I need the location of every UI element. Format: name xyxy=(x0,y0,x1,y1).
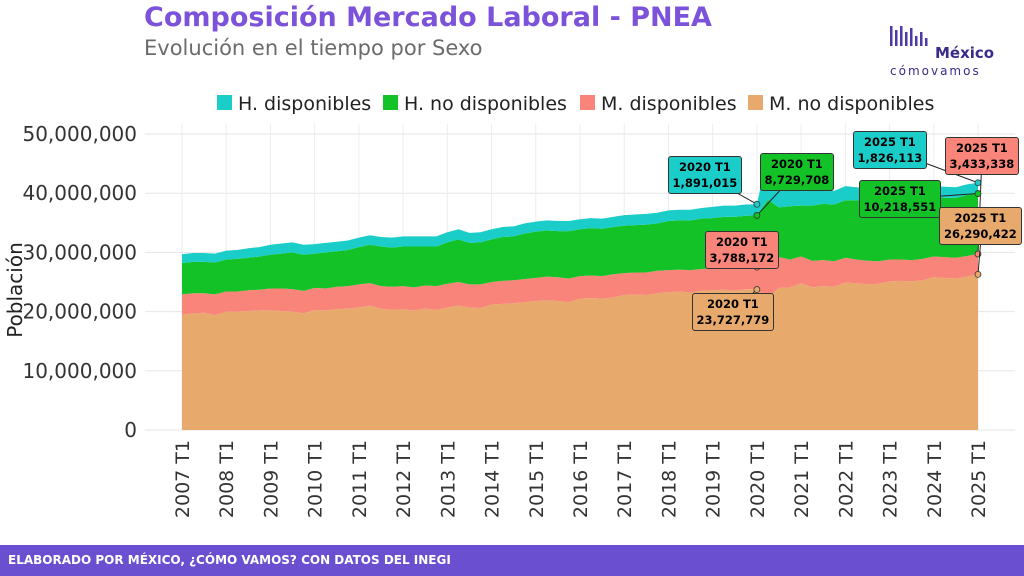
legend-swatch-m-no-disponibles xyxy=(748,95,763,110)
legend-label-h-no-disponibles: H. no disponibles xyxy=(404,93,567,115)
annotation-period: 2025 T1 xyxy=(863,135,916,149)
x-tick-label: 2017 T1 xyxy=(614,440,636,518)
legend-swatch-h-disponibles xyxy=(217,95,232,110)
x-tick-label: 2007 T1 xyxy=(172,440,194,518)
annotation-period: 2025 T1 xyxy=(955,141,1008,155)
annotation-value: 1,891,015 xyxy=(672,176,738,190)
annotation-label-m-no-disponibles-2025-t1: 2025 T1 26,290,422 xyxy=(939,207,1022,245)
annotation-label-h-no-disponibles-2025-t1: 2025 T1 10,218,551 xyxy=(858,180,942,218)
annotation-period: 2020 T1 xyxy=(706,297,759,311)
y-tick-label: 50,000,000 xyxy=(22,122,137,146)
annotation-label-h-disponibles-2025-t1: 2025 T1 1,826,113 xyxy=(852,131,928,169)
y-tick-label: 0 xyxy=(124,418,137,442)
legend-swatch-m-disponibles xyxy=(580,95,595,110)
annotation-period: 2025 T1 xyxy=(873,184,926,198)
area-m-no-disponibles xyxy=(182,274,978,430)
x-tick-label: 2015 T1 xyxy=(526,440,548,518)
x-tick-label: 2024 T1 xyxy=(924,440,946,518)
annotation-label-h-disponibles-2020-t1: 2020 T1 1,891,015 xyxy=(667,156,743,194)
x-tick-label: 2014 T1 xyxy=(482,440,504,518)
x-tick-label: 2020 T1 xyxy=(747,440,769,518)
x-tick-label: 2019 T1 xyxy=(703,440,725,518)
x-axis-ticks: 2007 T1 2008 T1 2009 T1 2010 T1 2011 T1 2012 … xyxy=(172,440,990,518)
annotation-period: 2025 T1 xyxy=(954,211,1007,225)
x-tick-label: 2018 T1 xyxy=(658,440,680,518)
y-axis-label: Población xyxy=(3,242,27,338)
x-tick-label: 2025 T1 xyxy=(968,440,990,518)
x-tick-label: 2013 T1 xyxy=(437,440,459,518)
y-tick-label: 10,000,000 xyxy=(22,359,137,383)
x-tick-label: 2012 T1 xyxy=(393,440,415,518)
annotation-value: 23,727,779 xyxy=(696,313,770,327)
x-tick-label: 2022 T1 xyxy=(835,440,857,518)
x-tick-label: 2016 T1 xyxy=(570,440,592,518)
x-tick-label: 2021 T1 xyxy=(791,440,813,518)
x-tick-label: 2009 T1 xyxy=(260,440,282,518)
x-tick-label: 2010 T1 xyxy=(305,440,327,518)
annotation-label-m-no-disponibles-2020-t1: 2020 T1 23,727,779 xyxy=(691,293,775,331)
annotation-point xyxy=(974,190,982,197)
y-tick-label: 30,000,000 xyxy=(22,240,137,264)
annotation-point xyxy=(753,212,761,219)
annotation-period: 2020 T1 xyxy=(770,157,823,171)
area-h-no-disponibles xyxy=(182,193,978,295)
chart-legend: H. disponibles H. no disponibles M. dispon… xyxy=(217,93,934,115)
annotation-period: 2020 T1 xyxy=(678,160,731,174)
annotation-value: 10,218,551 xyxy=(863,200,937,214)
x-tick-label: 2011 T1 xyxy=(349,440,371,518)
footer-bar: ELABORADO POR MÉXICO, ¿CÓMO VAMOS? CON D… xyxy=(0,545,1024,576)
logo-text-secondary: cómovamos xyxy=(890,64,981,78)
annotation-period: 2020 T1 xyxy=(715,235,768,249)
annotation-label-m-disponibles-2025-t1: 2025 T1 3,433,338 xyxy=(944,137,1020,175)
area-h-disponibles xyxy=(182,152,978,264)
x-tick-label: 2023 T1 xyxy=(880,440,902,518)
y-tick-label: 20,000,000 xyxy=(22,300,137,324)
annotation-value: 26,290,422 xyxy=(944,227,1017,241)
x-tick-label: 2008 T1 xyxy=(216,440,238,518)
annotation-value: 3,788,172 xyxy=(709,251,775,265)
page-title: Composición Mercado Laboral - PNEA xyxy=(144,2,712,33)
logo-text-primary: México xyxy=(935,44,995,62)
legend-label-m-no-disponibles: M. no disponibles xyxy=(769,93,934,115)
page-subtitle: Evolución en el tiempo por Sexo xyxy=(144,36,483,60)
stacked-area-chart: 0 10,000,000 20,000,000 30,000,000 40,000,00… xyxy=(3,93,1015,518)
logo-bars-icon xyxy=(890,26,928,46)
legend-label-h-disponibles: H. disponibles xyxy=(238,93,371,115)
annotation-label-m-disponibles-2020-t1: 2020 T1 3,788,172 xyxy=(704,231,780,269)
annotation-point xyxy=(974,179,982,187)
annotation-value: 3,433,338 xyxy=(949,157,1015,171)
annotation-label-h-no-disponibles-2020-t1: 2020 T1 8,729,708 xyxy=(759,153,835,191)
y-tick-label: 40,000,000 xyxy=(22,181,137,205)
legend-label-m-disponibles: M. disponibles xyxy=(601,93,737,115)
footer-text: ELABORADO POR MÉXICO, ¿CÓMO VAMOS? CON D… xyxy=(8,553,451,567)
y-axis-ticks: 0 10,000,000 20,000,000 30,000,000 40,000,00… xyxy=(22,122,137,442)
annotation-value: 1,826,113 xyxy=(857,151,923,165)
annotation-point xyxy=(974,270,982,278)
annotation-point xyxy=(753,286,761,293)
legend-swatch-h-no-disponibles xyxy=(383,95,398,110)
annotation-value: 8,729,708 xyxy=(764,173,830,187)
annotation-point xyxy=(753,200,761,208)
